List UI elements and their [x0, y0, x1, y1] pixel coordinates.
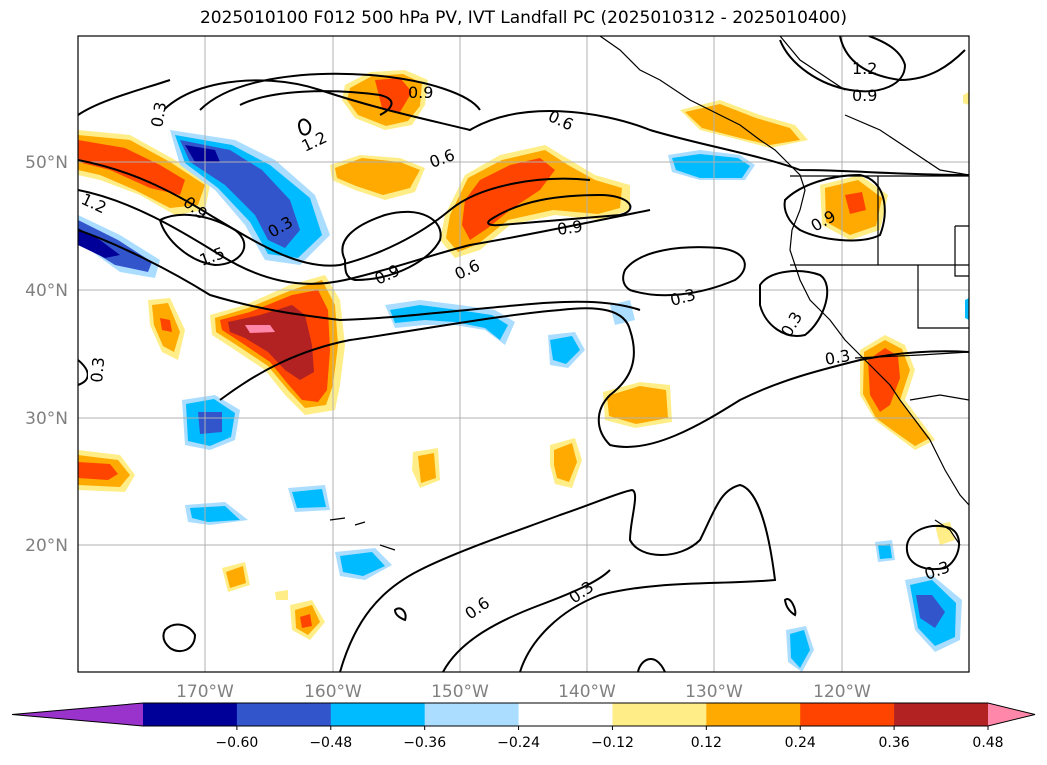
lat-tick-label: 40°N — [25, 281, 68, 301]
colorbar-segment — [424, 703, 520, 726]
lon-tick-label: 130°W — [685, 682, 743, 702]
gridlines — [78, 36, 969, 672]
colorbar-segment — [894, 703, 989, 726]
coastlines — [329, 36, 969, 551]
colorbar-extend-max — [988, 703, 1035, 726]
colorbar-tick-label: −0.36 — [403, 735, 446, 751]
svg-text:0.3: 0.3 — [823, 346, 851, 369]
colorbar-tick-label: 0.48 — [972, 735, 1003, 751]
colorbar-segment — [330, 703, 426, 726]
lat-tick-label: 20°N — [25, 536, 68, 556]
lon-tick-label: 140°W — [558, 682, 616, 702]
colorbar-tick-label: −0.24 — [497, 735, 540, 751]
colorbar-outline — [11, 702, 1036, 727]
map-frame — [77, 35, 970, 673]
lon-axis: 170°W 160°W 150°W 140°W 130°W 120°W — [176, 682, 871, 702]
svg-text:1.2: 1.2 — [852, 59, 877, 78]
colorbar-segment — [706, 703, 801, 726]
svg-text:0.9: 0.9 — [556, 217, 584, 239]
svg-text:0.9: 0.9 — [408, 83, 433, 102]
lon-tick-label: 120°W — [813, 682, 871, 702]
lon-tick-label: 150°W — [431, 682, 489, 702]
colorbar-tick-label: 0.24 — [785, 735, 816, 751]
colorbar-tick-label: 0.12 — [691, 735, 722, 751]
colorbar: −0.60 −0.48 −0.36 −0.24 −0.12 0.12 0.24 0.36 0.4… — [11, 702, 1036, 751]
lat-tick-label: 30°N — [25, 409, 68, 429]
colorbar-segment — [612, 703, 707, 726]
colorbar-tick-label: −0.60 — [215, 735, 258, 751]
map-title: 2025010100 F012 500 hPa PV, IVT Landfall… — [199, 8, 847, 28]
lon-tick-label: 160°W — [304, 682, 362, 702]
lat-axis: 50°N 40°N 30°N 20°N — [25, 153, 68, 556]
colorbar-tick-label: −0.12 — [591, 735, 634, 751]
colorbar-extend-min — [12, 703, 143, 726]
lat-tick-label: 50°N — [25, 153, 68, 173]
contours — [78, 36, 969, 672]
svg-text:0.3: 0.3 — [87, 356, 108, 383]
colorbar-tick-label: 0.36 — [879, 735, 910, 751]
colorbar-segment — [800, 703, 895, 726]
colorbar-segment — [518, 703, 613, 726]
svg-text:0.3: 0.3 — [147, 100, 170, 128]
colorbar-tick-label: −0.48 — [309, 735, 352, 751]
colorbar-segment — [236, 703, 332, 726]
lon-tick-label: 170°W — [176, 682, 234, 702]
svg-text:0.9: 0.9 — [852, 86, 877, 105]
colorbar-segment — [143, 703, 238, 726]
